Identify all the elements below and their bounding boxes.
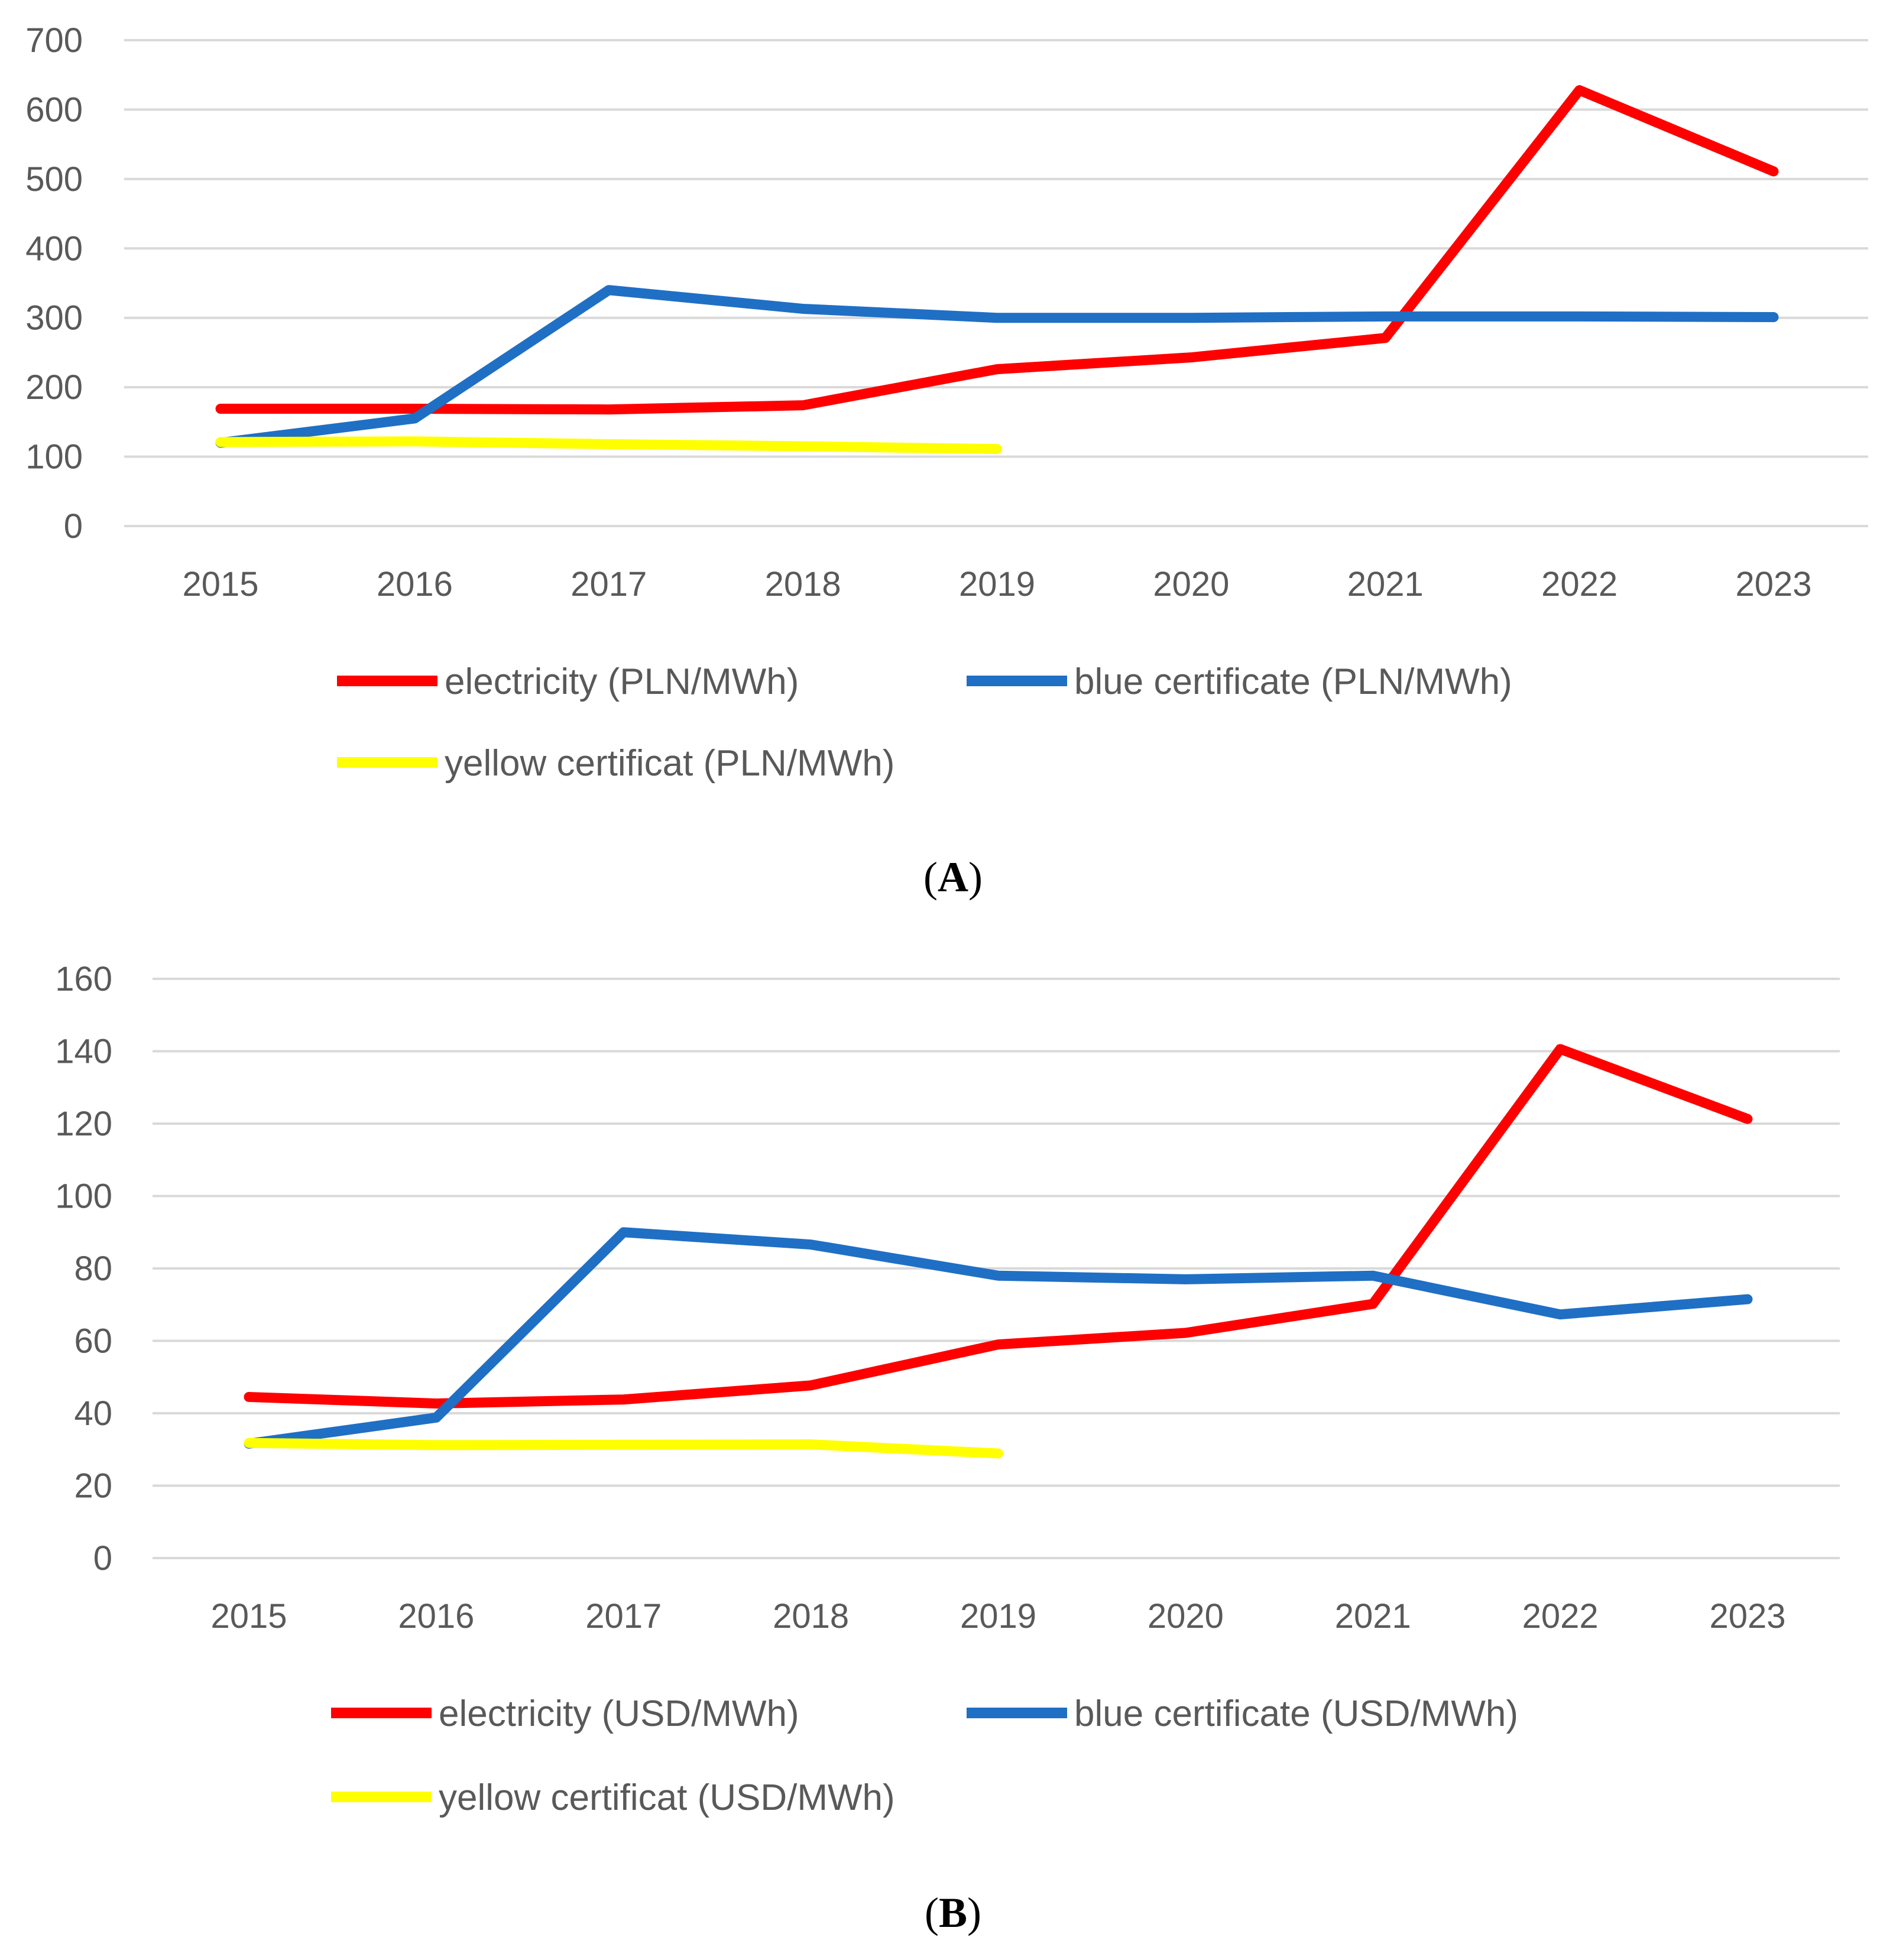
panel-label-b: (B) [925,1889,981,1936]
x-tick-label: 2019 [960,1597,1036,1636]
legend-label-yellow-certificate: yellow certificat (USD/MWh) [439,1777,895,1818]
series-line-electricity [244,1044,1753,1409]
y-tick-label: 500 [25,160,83,199]
x-tick-label: 2022 [1522,1597,1599,1636]
x-tick-label: 2021 [1335,1597,1411,1636]
y-tick-label: 100 [25,438,83,476]
series-line-yellow-certificate [244,1437,1003,1459]
legend-item-blue-certificate: blue certificate (PLN/MWh) [967,661,1512,702]
y-tick-label: 300 [25,299,83,338]
x-tick-label: 2016 [398,1597,474,1636]
x-axis-ticks: 2015 2016 2017 2018 2019 2020 2021 2022 2023 [182,565,1811,603]
legend-item-electricity: electricity (USD/MWh) [331,1693,799,1734]
y-tick-label: 160 [55,960,112,998]
x-tick-label: 2021 [1347,565,1424,603]
y-axis-ticks: 0 100 200 300 400 500 600 700 [25,21,83,546]
y-tick-label: 120 [55,1105,112,1143]
y-tick-label: 100 [55,1177,112,1216]
y-tick-label: 600 [25,90,83,129]
x-tick-label: 2018 [773,1597,849,1636]
legend-item-electricity: electricity (PLN/MWh) [337,661,799,702]
y-tick-label: 40 [74,1394,112,1433]
legend-item-yellow-certificate: yellow certificat (USD/MWh) [331,1777,895,1818]
x-tick-label: 2023 [1709,1597,1785,1636]
y-tick-label: 20 [74,1467,112,1505]
x-tick-label: 2015 [210,1597,287,1636]
legend-label-blue-certificate: blue certificate (USD/MWh) [1074,1693,1518,1734]
x-tick-label: 2022 [1541,565,1618,603]
x-tick-label: 2020 [1148,1597,1224,1636]
x-tick-label: 2018 [765,565,841,603]
legend: electricity (USD/MWh) blue certificate (… [331,1693,1518,1818]
series-line-blue-certificate [244,1227,1753,1449]
series-line-yellow-certificate [215,436,1002,455]
x-tick-label: 2015 [182,565,258,603]
x-tick-label: 2016 [377,565,453,603]
x-tick-label: 2017 [571,565,647,603]
y-axis-ticks: 0 20 40 60 80 100 120 140 160 [55,960,112,1578]
panel-letter-a: A [938,854,968,901]
panel-letter-b: B [939,1889,967,1936]
series-lines [215,85,1779,455]
series-lines [244,1044,1753,1459]
x-tick-label: 2019 [959,565,1035,603]
x-tick-label: 2020 [1153,565,1229,603]
y-tick-label: 140 [55,1033,112,1071]
panel-label-a: (A) [923,854,983,901]
series-line-electricity [215,85,1779,415]
legend-label-electricity: electricity (PLN/MWh) [445,661,799,702]
legend-item-blue-certificate: blue certificate (USD/MWh) [967,1693,1518,1734]
gridlines [124,39,1868,527]
x-axis-ticks: 2015 2016 2017 2018 2019 2020 2021 2022 2023 [210,1597,1785,1636]
y-tick-label: 700 [25,21,83,60]
legend-label-yellow-certificate: yellow certificat (PLN/MWh) [445,743,894,784]
y-tick-label: 0 [64,507,83,546]
legend-label-blue-certificate: blue certificate (PLN/MWh) [1074,661,1512,702]
x-tick-label: 2023 [1735,565,1811,603]
legend: electricity (PLN/MWh) blue certificate (… [337,661,1512,784]
y-tick-label: 80 [74,1250,112,1288]
x-tick-label: 2017 [585,1597,662,1636]
gridlines [153,978,1840,1559]
y-tick-label: 60 [74,1322,112,1361]
legend-item-yellow-certificate: yellow certificat (PLN/MWh) [337,743,894,784]
series-line-blue-certificate [215,285,1779,448]
y-tick-label: 400 [25,229,83,268]
y-tick-label: 200 [25,368,83,407]
legend-label-electricity: electricity (USD/MWh) [439,1693,799,1734]
y-tick-label: 0 [93,1539,112,1578]
